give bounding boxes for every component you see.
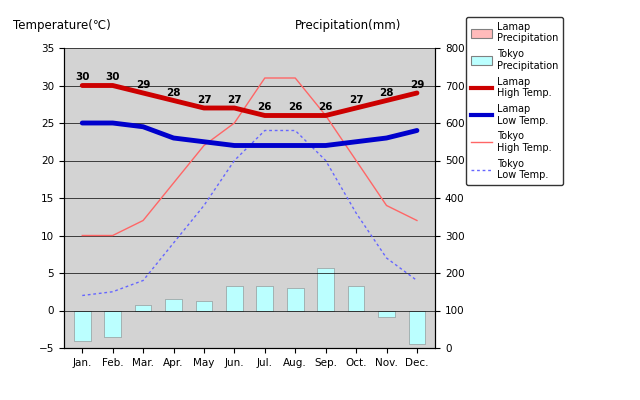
- Bar: [317, 268, 334, 310]
- Bar: [165, 299, 182, 310]
- Text: Precipitation(mm): Precipitation(mm): [294, 19, 401, 32]
- Bar: [287, 288, 303, 310]
- Text: 29: 29: [136, 80, 150, 90]
- Text: 28: 28: [380, 88, 394, 98]
- Text: 29: 29: [410, 80, 424, 90]
- Bar: [348, 286, 364, 310]
- Text: Temperature(℃): Temperature(℃): [13, 19, 111, 32]
- Bar: [378, 310, 395, 316]
- Legend: Lamap
Precipitation, Tokyo
Precipitation, Lamap
High Temp., Lamap
Low Temp., Tok: Lamap Precipitation, Tokyo Precipitation…: [466, 17, 563, 185]
- Bar: [104, 310, 121, 337]
- Bar: [196, 301, 212, 310]
- Bar: [135, 304, 152, 310]
- Text: 27: 27: [227, 95, 242, 105]
- Bar: [74, 310, 91, 340]
- Text: 28: 28: [166, 88, 180, 98]
- Bar: [226, 286, 243, 310]
- Text: 30: 30: [75, 72, 90, 82]
- Text: 27: 27: [196, 95, 211, 105]
- Text: 26: 26: [257, 102, 272, 112]
- Bar: [257, 286, 273, 310]
- Bar: [408, 310, 426, 344]
- Text: 30: 30: [106, 72, 120, 82]
- Text: 27: 27: [349, 95, 364, 105]
- Text: 26: 26: [319, 102, 333, 112]
- Text: 26: 26: [288, 102, 303, 112]
